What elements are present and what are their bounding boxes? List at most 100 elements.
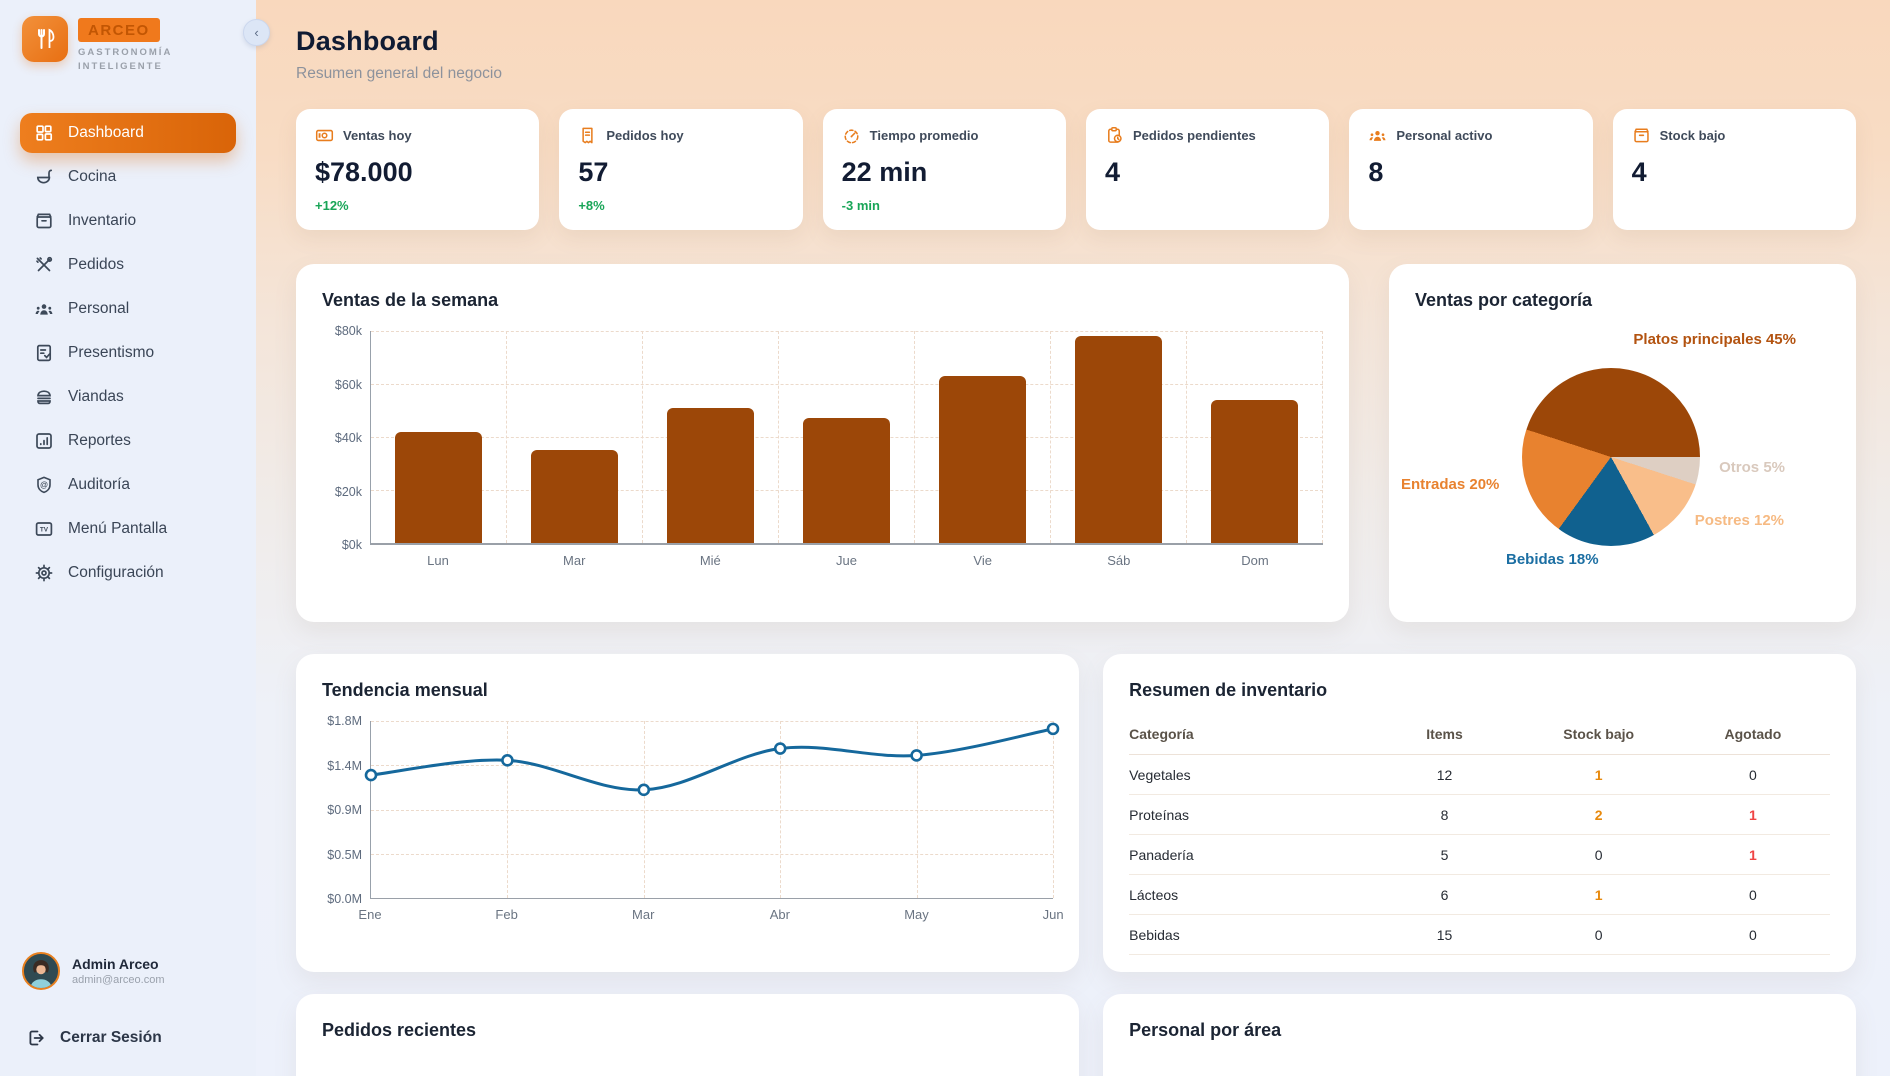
stat-value: 57: [578, 157, 609, 187]
user-profile: Admin Arceo admin@arceo.com: [20, 946, 236, 996]
category-pie-chart: Platos principales 45% Entradas 20% Bebi…: [1401, 319, 1830, 604]
sidebar-item-label: Reportes: [68, 431, 131, 449]
stat-change: [1632, 198, 1837, 213]
sidebar-item-label: Viandas: [68, 387, 124, 405]
stat-label: Tiempo promedio: [869, 128, 979, 143]
stat-value: 4: [1631, 157, 1647, 187]
stat-label: Pedidos hoy: [606, 128, 684, 143]
stat-card-tiempo-promedio: Tiempo promedio 22 min -3 min: [822, 109, 1066, 230]
bar-vie: [939, 376, 1026, 543]
page-title: Dashboard: [296, 26, 439, 56]
sidebar-item-personal[interactable]: Personal: [20, 289, 236, 329]
shield-at-icon: @: [34, 475, 54, 495]
sidebar-item-dashboard[interactable]: Dashboard: [20, 112, 236, 153]
stat-label: Stock bajo: [1659, 128, 1726, 143]
sidebar-item-reportes[interactable]: Reportes: [20, 421, 236, 461]
monthly-trend-chart: $1.8M $1.4M $0.9M $0.5M $0.0M: [322, 714, 1060, 906]
brand: ARCEO GASTRONOMÍA INTELIGENTE: [20, 16, 236, 75]
logout-label: Cerrar Sesión: [60, 1029, 162, 1046]
sidebar-collapse-button[interactable]: ‹: [243, 19, 270, 46]
svg-text:@: @: [40, 480, 48, 489]
stat-change: +8%: [578, 198, 605, 213]
tv-icon: TV: [34, 519, 54, 539]
bar-lun: [395, 431, 482, 543]
recent-orders-card: Pedidos recientes: [296, 994, 1080, 1076]
stat-card-pedidos-pendientes: Pedidos pendientes 4: [1085, 109, 1330, 230]
bar-chart-icon: [34, 431, 54, 451]
pie-label-postres: Postres 12%: [1694, 512, 1784, 529]
bar-plot: [370, 331, 1323, 545]
sidebar-item-label: Cocina: [68, 167, 117, 185]
gear-icon: [34, 563, 54, 583]
table-row: Bebidas 15 0 0: [1129, 914, 1830, 955]
stat-card-ventas-hoy: Ventas hoy $78.000 +12%: [296, 109, 540, 230]
trend-plot: [364, 721, 1060, 899]
people-icon: [1368, 126, 1387, 145]
box-icon: [1632, 126, 1651, 145]
stat-value: 22 min: [841, 157, 928, 187]
sidebar-item-label: Pedidos: [68, 255, 125, 273]
table-row: Lácteos 6 1 0: [1129, 874, 1830, 915]
sidebar-item-configuracion[interactable]: Configuración: [20, 553, 236, 593]
stat-label: Personal activo: [1396, 128, 1493, 143]
stat-card-personal-activo: Personal activo 8: [1349, 109, 1593, 230]
sidebar-item-label: Auditoría: [68, 475, 131, 493]
burger-icon: [34, 387, 54, 407]
stat-value: 4: [1104, 157, 1121, 187]
bar-mie: [667, 407, 754, 543]
stats-row: Ventas hoy $78.000 +12% Pedidos hoy 57 +…: [296, 109, 1856, 230]
sidebar-item-inventario[interactable]: Inventario: [20, 201, 236, 241]
sidebar-item-label: Dashboard: [68, 123, 144, 141]
sidebar-item-label: Personal: [68, 299, 130, 317]
bar-jue: [803, 418, 890, 543]
category-sales-card: Ventas por categoría Platos principales …: [1389, 264, 1856, 622]
recent-orders-title: Pedidos recientes: [322, 1020, 477, 1040]
table-row: Proteínas 8 2 1: [1129, 794, 1830, 835]
sidebar-item-menu-pantalla[interactable]: TV Menú Pantalla: [20, 509, 236, 549]
sidebar-item-label: Configuración: [68, 563, 164, 581]
user-email: admin@arceo.com: [72, 974, 165, 986]
inventory-table: Categoría Items Stock bajo Agotado Veget…: [1129, 717, 1830, 955]
monthly-trend-title: Tendencia mensual: [322, 680, 488, 700]
timer-icon: [842, 126, 861, 145]
bar-y-axis: $80k $60k $40k $20k $0k: [334, 324, 362, 552]
bar-sab: [1075, 336, 1162, 543]
staff-by-area-title: Personal por área: [1129, 1020, 1282, 1040]
ladle-icon: [34, 167, 54, 187]
receipt-icon: [578, 126, 597, 145]
brand-wordmark: ARCEO: [78, 18, 160, 42]
clipboard-clock-icon: [1105, 126, 1124, 145]
pie-label-platos: Platos principales 45%: [1633, 331, 1796, 348]
sidebar-item-viandas[interactable]: Viandas: [20, 377, 236, 417]
page-subtitle: Resumen general del negocio: [296, 65, 502, 82]
sidebar-item-auditoria[interactable]: @ Auditoría: [20, 465, 236, 505]
weekly-sales-chart: $80k $60k $40k $20k $0k: [322, 324, 1323, 552]
stat-change: -3 min: [841, 198, 880, 213]
sidebar-item-presentismo[interactable]: Presentismo: [20, 333, 236, 373]
crossed-utensils-icon: [34, 255, 54, 275]
sidebar-item-cocina[interactable]: Cocina: [20, 157, 236, 197]
category-sales-title: Ventas por categoría: [1415, 290, 1593, 310]
stat-change: +12%: [315, 198, 349, 213]
chevron-left-icon: ‹: [254, 25, 259, 40]
trend-y-axis: $1.8M $1.4M $0.9M $0.5M $0.0M: [327, 714, 362, 906]
sidebar: ARCEO GASTRONOMÍA INTELIGENTE Dashboard …: [0, 0, 256, 1076]
stat-card-stock-bajo: Stock bajo 4: [1612, 109, 1856, 230]
logout-button[interactable]: Cerrar Sesión: [20, 1022, 236, 1054]
user-name: Admin Arceo: [72, 956, 159, 972]
sidebar-item-pedidos[interactable]: Pedidos: [20, 245, 236, 285]
stat-label: Ventas hoy: [343, 128, 412, 143]
stat-value: 8: [1368, 157, 1384, 187]
sidebar-item-label: Menú Pantalla: [68, 519, 168, 537]
svg-text:TV: TV: [40, 526, 49, 533]
sidebar-nav: Dashboard Cocina Inventario Pedidos Pers…: [20, 112, 236, 593]
box-icon: [34, 211, 54, 231]
monthly-trend-card: Tendencia mensual $1.8M $1.4M $0.9M $0.5…: [296, 654, 1080, 972]
pie-label-otros: Otros 5%: [1719, 459, 1785, 476]
stat-label: Pedidos pendientes: [1132, 128, 1256, 143]
bar-mar: [531, 450, 618, 543]
people-icon: [34, 299, 54, 319]
sidebar-item-label: Inventario: [68, 211, 137, 229]
sidebar-item-label: Presentismo: [68, 343, 155, 361]
table-row: Panadería 5 0 1: [1129, 834, 1830, 875]
